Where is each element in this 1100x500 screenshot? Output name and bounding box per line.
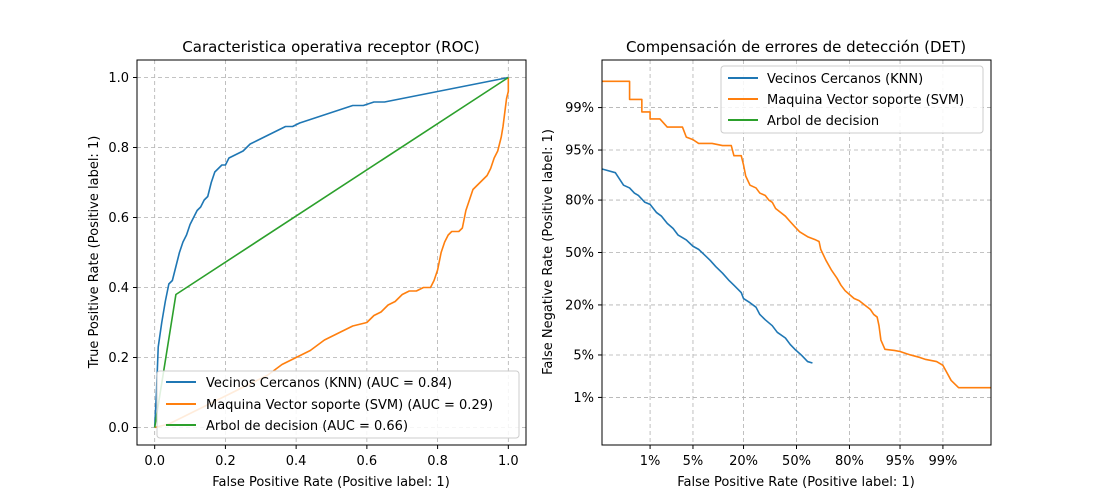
det-ytick-label: 1% [573, 391, 594, 406]
det-xtick-label: 1% [640, 454, 661, 469]
roc-xtick-label: 0.6 [357, 454, 378, 469]
det-legend: Vecinos Cercanos (KNN) Maquina Vector so… [720, 65, 984, 134]
det-xtick-label: 20% [729, 454, 758, 469]
roc-series-line-knn [153, 76, 509, 428]
det-series-line-svm [602, 80, 991, 389]
det-ylabel: False Negative Rate (Positive label: 1) [541, 129, 556, 375]
det-series-line-knn [602, 168, 813, 364]
roc-ytick-label: 0.6 [108, 211, 129, 226]
roc-ylabel: True Positive Rate (Positive label: 1) [87, 136, 102, 370]
det-ytick-label: 95% [565, 144, 594, 159]
det-ytick-label: 5% [573, 348, 594, 363]
det-xtick-label: 80% [835, 454, 864, 469]
det-xtick-label: 5% [683, 454, 704, 469]
roc-ytick-label: 0.0 [108, 421, 129, 436]
roc-legend-label-knn: Vecinos Cercanos (KNN) (AUC = 0.84) [206, 376, 452, 391]
det-legend-label-knn: Vecinos Cercanos (KNN) [767, 72, 923, 87]
det-ytick-label: 20% [565, 298, 594, 313]
roc-chart: Caracteristica operativa receptor (ROC) … [87, 38, 527, 490]
roc-ytick-label: 0.2 [108, 351, 129, 366]
roc-xlabel: False Positive Rate (Positive label: 1) [212, 475, 450, 490]
roc-ytick-label: 0.8 [108, 141, 129, 156]
det-xlabel: False Positive Rate (Positive label: 1) [677, 475, 915, 490]
roc-legend-box [156, 370, 520, 439]
roc-ytick-label: 0.4 [108, 281, 129, 296]
roc-xtick-label: 0.8 [427, 454, 448, 469]
roc-legend-label-svm: Maquina Vector soporte (SVM) (AUC = 0.29… [206, 398, 493, 413]
det-legend-label-tree: Arbol de decision [767, 114, 879, 129]
roc-xtick-label: 0.4 [286, 454, 307, 469]
det-ytick-label: 99% [565, 101, 594, 116]
roc-xtick-label: 0.2 [215, 454, 236, 469]
det-xtick-label: 99% [928, 454, 957, 469]
roc-legend-label-tree: Arbol de decision (AUC = 0.66) [206, 419, 408, 434]
roc-xtick-label: 0.0 [144, 454, 165, 469]
det-chart: Compensación de errores de detección (DE… [541, 38, 992, 490]
det-legend-label-svm: Maquina Vector soporte (SVM) [767, 93, 964, 108]
det-xtick-label: 50% [782, 454, 811, 469]
roc-axes-frame [136, 59, 527, 446]
det-xtick-label: 95% [886, 454, 915, 469]
det-legend-box [720, 65, 984, 134]
roc-ytick-label: 1.0 [108, 71, 129, 86]
det-ytick-label: 80% [565, 194, 594, 209]
det-ytick-label: 50% [565, 246, 594, 261]
roc-legend: Vecinos Cercanos (KNN) (AUC = 0.84) Maqu… [156, 370, 520, 439]
roc-xtick-label: 1.0 [498, 454, 519, 469]
det-title: Compensación de errores de detección (DE… [626, 38, 966, 56]
roc-title: Caracteristica operativa receptor (ROC) [182, 38, 479, 56]
